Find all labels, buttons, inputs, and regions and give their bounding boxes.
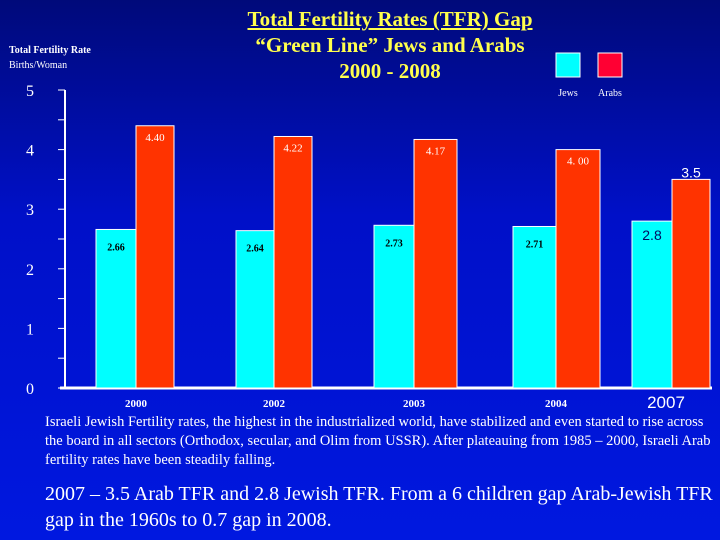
bar-arabs-2000 [135, 125, 175, 389]
legend-swatch-jews [555, 52, 581, 78]
legend-label-arabs: Arabs [598, 88, 622, 99]
x-tick-label: 2004 [545, 398, 568, 410]
x-tick-label: 2000 [125, 398, 148, 410]
data-label-jews: 2.71 [526, 239, 544, 250]
bar-chart: 0 1 2 3 4 5 2.66 4.40 2000 2.64 4.22 2002 2.73 4.17 20… [26, 52, 711, 412]
x-tick-label: 2003 [403, 398, 426, 410]
x-tick-label: 2007 [647, 393, 685, 412]
data-label-jews: 2.64 [246, 244, 264, 255]
data-label-jews: 2.8 [642, 227, 662, 243]
bar-arabs-2007 [671, 178, 711, 389]
data-label-arabs: 3.5 [681, 164, 701, 180]
y-tick-label: 0 [26, 381, 34, 398]
bar-jews-2003 [373, 224, 415, 389]
y-axis-sublabel: Births/Woman [9, 60, 68, 71]
title-line-2: “Green Line” Jews and Arabs [255, 33, 525, 57]
data-label-arabs: 4.17 [426, 145, 446, 157]
y-tick-label: 4 [26, 143, 34, 160]
bar-jews-2007 [631, 220, 673, 389]
summary-paragraph: 2007 – 3.5 Arab TFR and 2.8 Jewish TFR. … [45, 483, 713, 531]
data-label-arabs: 4.22 [283, 142, 302, 154]
y-axis-label: Total Fertility Rate [9, 45, 91, 56]
bar-arabs-2004 [555, 149, 601, 389]
slide-title: Total Fertility Rates (TFR) Gap “Green L… [200, 6, 580, 84]
x-tick-label: 2002 [263, 398, 286, 410]
y-tick-label: 1 [26, 321, 34, 338]
title-line-1: Total Fertility Rates (TFR) Gap [247, 7, 533, 31]
data-label-jews: 2.73 [385, 238, 403, 249]
data-label-arabs: 4.40 [145, 132, 165, 144]
y-tick-label: 3 [26, 202, 34, 219]
title-line-3: 2000 - 2008 [339, 59, 441, 83]
legend-label-jews: Jews [558, 88, 578, 99]
legend-swatch-arabs [597, 52, 623, 78]
y-tick-label: 5 [26, 83, 34, 100]
bar-jews-2000 [95, 228, 137, 389]
body-paragraph: Israeli Jewish Fertility rates, the high… [45, 414, 711, 468]
bar-arabs-2002 [273, 135, 313, 389]
bar-arabs-2003 [413, 138, 458, 389]
data-label-jews: 2.66 [107, 242, 125, 253]
y-tick-label: 2 [26, 262, 34, 279]
data-label-arabs: 4. 00 [567, 156, 590, 168]
bar-jews-2004 [512, 225, 557, 389]
